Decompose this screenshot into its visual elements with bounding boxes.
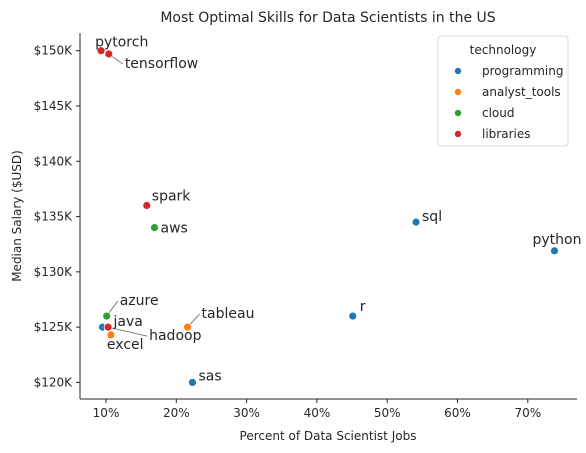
x-tick-label: 40%	[304, 406, 331, 420]
legend-marker-cloud	[454, 109, 462, 117]
scatter-point-pytorch	[96, 46, 106, 56]
point-label-tableau: tableau	[202, 306, 255, 322]
point-label-r: r	[360, 299, 366, 315]
x-ticks: 10% 20% 30% 40% 50% 60% 70%	[93, 399, 541, 420]
x-tick-label: 50%	[374, 406, 401, 420]
legend-title: technology	[470, 43, 537, 57]
scatter-point-hadoop	[103, 322, 113, 332]
legend-label-libraries: libraries	[482, 127, 530, 141]
scatter-point-r	[348, 311, 358, 321]
y-tick-label: $130K	[34, 265, 74, 279]
legend-marker-libraries	[454, 130, 462, 138]
point-label-spark: spark	[152, 188, 192, 204]
point-label-java: java	[112, 314, 142, 330]
point-label-python: python	[533, 232, 582, 248]
scatter-point-aws	[150, 223, 159, 233]
point-label-azure: azure	[120, 293, 159, 309]
y-tick-label: $135K	[34, 210, 74, 224]
scatter-point-spark	[142, 201, 152, 210]
point-label-tensorflow: tensorflow	[125, 56, 198, 72]
legend-label-analyst_tools: analyst_tools	[482, 85, 561, 99]
y-tick-label: $140K	[34, 154, 74, 168]
scatter-point-excel	[106, 330, 116, 340]
legend-marker-programming	[454, 67, 462, 75]
point-label-pytorch: pytorch	[95, 35, 148, 51]
point-label-hadoop: hadoop	[149, 328, 201, 344]
point-label-sas: sas	[198, 368, 221, 384]
point-label-sql: sql	[422, 209, 442, 225]
scatter-point-sas	[188, 378, 197, 387]
plot-axes	[79, 33, 577, 400]
chart-title: Most Optimal Skills for Data Scientists …	[160, 10, 495, 26]
y-tick-label: $120K	[34, 375, 74, 389]
data-points	[96, 46, 559, 387]
label-leader-line	[108, 326, 148, 337]
scatter-point-tableau	[183, 322, 192, 332]
scatter-point-sql	[411, 217, 421, 227]
scatter-point-tensorflow	[104, 49, 114, 59]
point-labels: pytorch tensorflow spark aws sql python azure j…	[95, 35, 581, 385]
legend: technology programming analyst_toolscloud…	[437, 35, 569, 147]
x-tick-label: 10%	[93, 406, 120, 420]
x-axis-label: Percent of Data Scientist Jobs	[240, 429, 417, 443]
x-tick-label: 20%	[163, 406, 190, 420]
y-ticks: $120K $125K $130K $135K $140K $145K $150K	[34, 44, 80, 389]
y-axis-label: Median Salary ($USD)	[10, 150, 24, 282]
x-tick-label: 70%	[514, 406, 541, 420]
x-tick-label: 30%	[233, 406, 260, 420]
legend-marker-analyst_tools	[454, 88, 462, 96]
point-label-excel: excel	[107, 337, 144, 353]
legend-label-cloud: cloud	[482, 106, 515, 120]
x-tick-label: 60%	[444, 406, 471, 420]
y-tick-label: $145K	[34, 99, 74, 113]
point-label-aws: aws	[161, 221, 188, 237]
legend-frame	[437, 35, 569, 147]
scatter-point-azure	[102, 311, 112, 321]
scatter-point-python	[550, 246, 559, 256]
y-tick-label: $125K	[34, 320, 74, 334]
y-tick-label: $150K	[34, 44, 74, 58]
legend-label-programming: programming	[482, 64, 563, 78]
